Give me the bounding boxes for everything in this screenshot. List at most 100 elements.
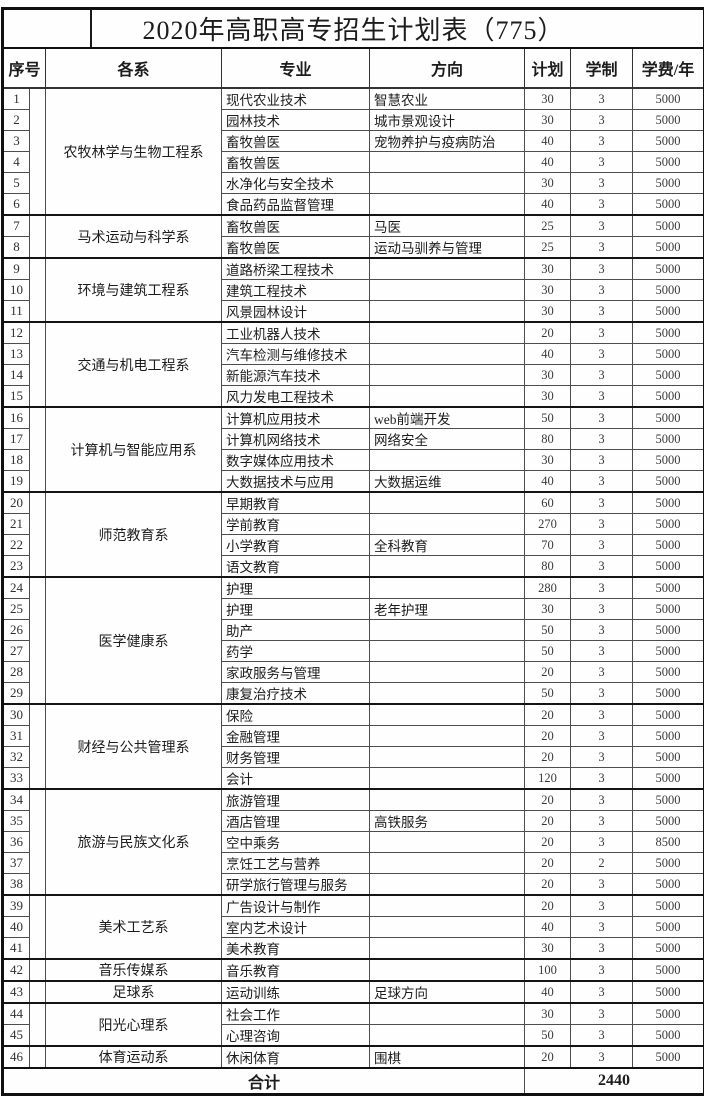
plan-cell: 20 [525,853,571,874]
years-cell: 3 [571,981,633,1003]
direction-cell: 宠物养护与疫病防治 [370,131,525,152]
spacer-cell [30,577,46,704]
tuition-cell: 5000 [633,662,704,683]
major-cell: 美术教育 [222,938,370,960]
plan-cell: 30 [525,386,571,408]
spacer-cell [30,981,46,1003]
years-cell: 3 [571,556,633,578]
row-number-cell: 42 [3,959,30,981]
direction-cell [370,1003,525,1025]
plan-cell: 70 [525,535,571,556]
years-cell: 3 [571,577,633,599]
title-row: 2020年高职高专招生计划表（775） [3,9,704,49]
row-number-cell: 40 [3,917,30,938]
tuition-cell: 5000 [633,1025,704,1047]
plan-cell: 40 [525,131,571,152]
spacer-cell [30,407,46,492]
major-cell: 道路桥梁工程技术 [222,258,370,280]
column-header-no: 序号 [3,48,46,88]
direction-cell [370,173,525,194]
plan-cell: 20 [525,789,571,811]
direction-cell [370,152,525,173]
plan-cell: 30 [525,173,571,194]
direction-cell [370,853,525,874]
tuition-cell: 5000 [633,535,704,556]
row-number-cell: 15 [3,386,30,408]
row-number-cell: 5 [3,173,30,194]
row-number-cell: 41 [3,938,30,960]
tuition-cell: 5000 [633,747,704,768]
tuition-cell: 5000 [633,874,704,896]
plan-cell: 50 [525,620,571,641]
years-cell: 3 [571,88,633,110]
column-header-plan: 计划 [525,48,571,88]
direction-cell [370,577,525,599]
direction-cell [370,874,525,896]
row-number-cell: 29 [3,683,30,705]
row-number-cell: 23 [3,556,30,578]
row-number-cell: 43 [3,981,30,1003]
row-number-cell: 9 [3,258,30,280]
plan-cell: 280 [525,577,571,599]
spacer-cell [30,258,46,322]
plan-cell: 30 [525,110,571,131]
tuition-cell: 5000 [633,726,704,747]
years-cell: 3 [571,1003,633,1025]
direction-cell: 运动马驯养与管理 [370,237,525,259]
tuition-cell: 5000 [633,981,704,1003]
direction-cell [370,959,525,981]
years-cell: 3 [571,874,633,896]
department-cell: 音乐传媒系 [46,959,222,981]
major-cell: 早期教育 [222,492,370,514]
direction-cell [370,280,525,301]
row-number-cell: 8 [3,237,30,259]
major-cell: 音乐教育 [222,959,370,981]
years-cell: 3 [571,194,633,216]
tuition-cell: 5000 [633,789,704,811]
plan-cell: 50 [525,641,571,662]
row-number-cell: 45 [3,1025,30,1047]
years-cell: 3 [571,959,633,981]
direction-cell [370,194,525,216]
row-number-cell: 11 [3,301,30,323]
major-cell: 风力发电工程技术 [222,386,370,408]
row-number-cell: 35 [3,811,30,832]
direction-cell [370,895,525,917]
years-cell: 3 [571,280,633,301]
row-number-cell: 34 [3,789,30,811]
row-number-cell: 28 [3,662,30,683]
direction-cell [370,556,525,578]
row-number-cell: 37 [3,853,30,874]
major-cell: 新能源汽车技术 [222,365,370,386]
direction-cell [370,917,525,938]
plan-cell: 30 [525,365,571,386]
plan-cell: 40 [525,152,571,173]
major-cell: 园林技术 [222,110,370,131]
tuition-cell: 5000 [633,280,704,301]
row-number-cell: 18 [3,450,30,471]
row-number-cell: 22 [3,535,30,556]
row-number-cell: 19 [3,471,30,493]
tuition-cell: 5000 [633,853,704,874]
years-cell: 3 [571,768,633,790]
department-cell: 体育运动系 [46,1046,222,1068]
direction-cell [370,450,525,471]
tuition-cell: 5000 [633,938,704,960]
years-cell: 3 [571,514,633,535]
row-number-cell: 38 [3,874,30,896]
direction-cell: web前端开发 [370,407,525,429]
row-number-cell: 25 [3,599,30,620]
direction-cell: 足球方向 [370,981,525,1003]
direction-cell: 马医 [370,215,525,237]
row-number-cell: 17 [3,429,30,450]
plan-cell: 20 [525,704,571,726]
direction-cell [370,662,525,683]
direction-cell [370,322,525,344]
row-number-cell: 2 [3,110,30,131]
years-cell: 3 [571,1046,633,1068]
plan-cell: 30 [525,280,571,301]
